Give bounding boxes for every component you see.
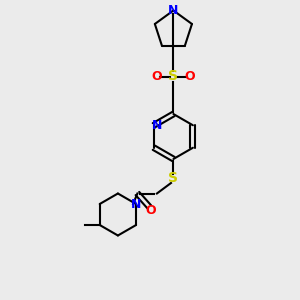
Text: O: O bbox=[152, 70, 162, 83]
Text: O: O bbox=[146, 203, 156, 217]
Text: S: S bbox=[168, 70, 178, 83]
Text: N: N bbox=[131, 197, 141, 211]
Text: O: O bbox=[184, 70, 195, 83]
Text: N: N bbox=[168, 4, 178, 17]
Text: S: S bbox=[168, 172, 178, 185]
Text: N: N bbox=[152, 119, 162, 132]
